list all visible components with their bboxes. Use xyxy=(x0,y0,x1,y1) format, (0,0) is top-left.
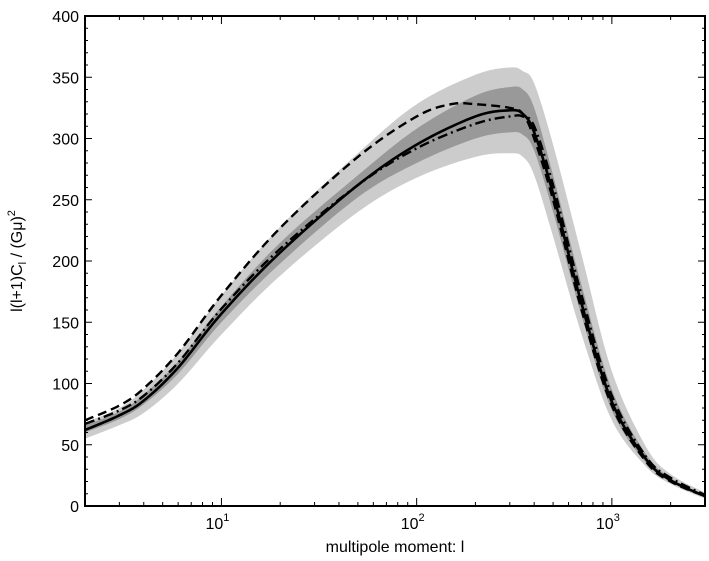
x-tick-label-exp: 2 xyxy=(418,512,424,524)
x-tick-label-base: 10 xyxy=(205,516,223,533)
x-tick-label: 103 xyxy=(596,512,620,533)
series-line-dashdot xyxy=(85,114,705,497)
y-tick-label: 0 xyxy=(70,499,79,516)
y-tick-label: 350 xyxy=(52,70,79,87)
x-tick-label-base: 10 xyxy=(401,516,419,533)
y-tick-label: 150 xyxy=(52,315,79,332)
y-tick-label: 250 xyxy=(52,193,79,210)
y-axis-label-main: l(l+1)C xyxy=(9,264,26,312)
y-axis-label-sup: 2 xyxy=(6,210,18,216)
x-tick-label-exp: 3 xyxy=(614,512,620,524)
series-line-dashed xyxy=(85,101,705,498)
y-tick-label: 400 xyxy=(52,9,79,26)
y-axis-label-tail: / (Gμ) xyxy=(9,216,26,262)
y-tick-label: 300 xyxy=(52,132,79,149)
x-tick-label-exp: 1 xyxy=(223,512,229,524)
x-tick-label: 101 xyxy=(205,512,229,533)
y-axis-label: l(l+1)Cl / (Gμ)2 xyxy=(6,210,29,312)
y-tick-label: 100 xyxy=(52,377,79,394)
ticks-layer xyxy=(84,15,706,507)
x-tick-label: 102 xyxy=(401,512,425,533)
x-axis-label: multipole moment: l xyxy=(326,539,465,556)
y-tick-label: 50 xyxy=(61,438,79,455)
lines-layer xyxy=(85,101,705,498)
y-tick-label: 200 xyxy=(52,254,79,271)
y-axis-label-sub: l xyxy=(17,262,29,264)
x-tick-label-base: 10 xyxy=(596,516,614,533)
series-line-solid xyxy=(85,108,705,498)
